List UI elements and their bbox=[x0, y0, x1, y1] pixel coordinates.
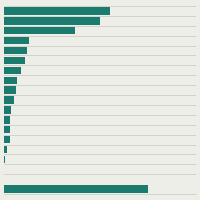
Bar bbox=[4, 106, 11, 114]
Bar bbox=[4, 17, 100, 25]
Bar bbox=[4, 47, 27, 54]
Bar bbox=[4, 57, 25, 64]
Bar bbox=[4, 77, 17, 84]
Bar bbox=[4, 96, 14, 104]
Bar bbox=[4, 37, 29, 44]
Bar bbox=[4, 156, 5, 163]
Bar bbox=[4, 185, 148, 193]
Bar bbox=[4, 67, 21, 74]
Bar bbox=[4, 146, 7, 153]
Bar bbox=[4, 86, 16, 94]
Bar bbox=[4, 136, 10, 143]
Bar bbox=[4, 27, 75, 34]
Bar bbox=[4, 116, 10, 124]
Bar bbox=[4, 126, 10, 133]
Bar bbox=[4, 7, 110, 15]
